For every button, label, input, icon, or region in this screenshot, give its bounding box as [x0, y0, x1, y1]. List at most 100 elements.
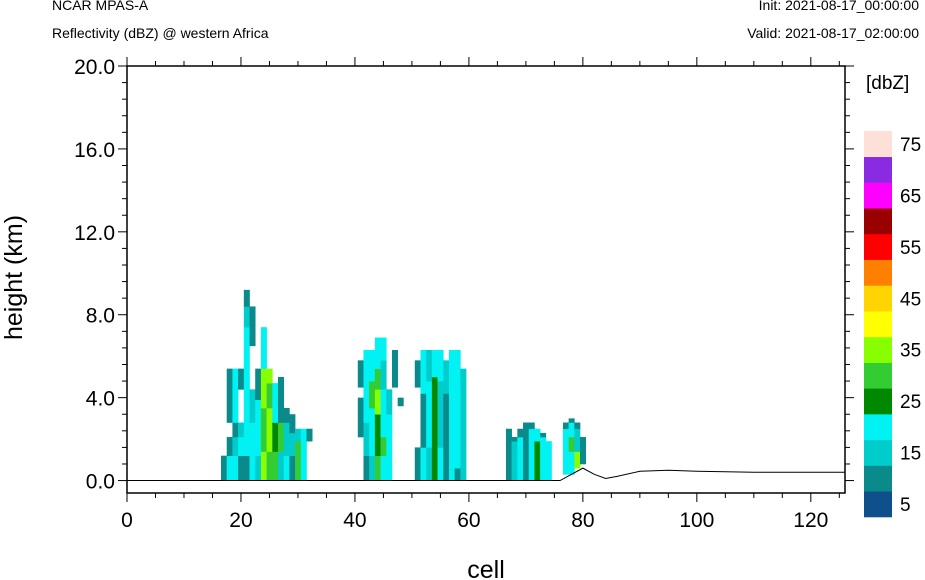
reflectivity-cell-78-2	[568, 422, 575, 438]
reflectivity-cell-45-2	[380, 389, 387, 438]
reflectivity-cell-20-0	[238, 455, 245, 481]
reflectivity-cell-58-0	[454, 468, 461, 481]
reflectivity-cell-70-0	[523, 428, 530, 481]
reflectivity-cell-43-1	[369, 408, 376, 456]
x-tick-label: 0	[121, 509, 133, 532]
reflectivity-cell-19-1	[232, 437, 239, 456]
reflectivity-cell-71-2	[528, 422, 535, 430]
colorbar-bin	[864, 311, 892, 338]
colorbar-label: 75	[900, 135, 921, 156]
y-axis: 0.0 4.0 8.0 12.0 16.0 20.0	[74, 56, 854, 494]
reflectivity-cell-73-1	[540, 432, 547, 438]
reflectivity-cell-22-2	[249, 389, 256, 423]
reflectivity-cell-72-1	[534, 428, 541, 442]
reflectivity-cell-21-1	[243, 422, 250, 456]
reflectivity-cell-19-3	[232, 368, 239, 423]
colorbar-label: 15	[900, 444, 921, 465]
reflectivity-cell-44-1	[374, 414, 381, 456]
reflectivity-cell-44-2	[374, 389, 381, 415]
reflectivity-cell-23-1	[255, 399, 262, 456]
colorbar-units: [dbZ]	[866, 73, 909, 94]
colorbar-bin	[864, 439, 892, 466]
reflectivity-cell-44-3	[374, 368, 381, 390]
reflectivity-cell-17-0	[221, 455, 228, 481]
reflectivity-cell-30-1	[295, 428, 302, 442]
reflectivity-cell-45-3	[380, 360, 387, 390]
reflectivity-cell-48-0	[397, 397, 404, 407]
reflectivity-cell-74-0	[545, 441, 552, 481]
reflectivity-cell-45-1	[380, 437, 387, 456]
reflectivity-cell-29-2	[289, 414, 296, 434]
colorbar-bin	[864, 233, 892, 260]
y-tick-label: 20.0	[74, 56, 115, 79]
terrain-profile	[127, 467, 845, 482]
colorbar-label: 45	[900, 289, 921, 310]
reflectivity-cell-27-1	[278, 422, 285, 452]
reflectivity-cell-79-0	[574, 451, 581, 469]
reflectivity-cell-53-0	[426, 447, 433, 481]
reflectivity-cell-45-4	[380, 337, 387, 361]
colorbar: 5 15 25 35 45 55 65 75	[864, 131, 921, 518]
colorbar-label: 65	[900, 186, 921, 207]
reflectivity-cell-25-2	[266, 383, 273, 409]
colorbar-bin	[864, 259, 892, 286]
reflectivity-cell-21-2	[243, 389, 250, 423]
reflectivity-cell-59-1	[460, 368, 467, 444]
reflectivity-cell-18-2	[226, 368, 233, 423]
reflectivity-cell-44-4	[374, 337, 381, 369]
reflectivity-cell-42-2	[363, 381, 370, 423]
reflectivity-cell-26-1	[272, 422, 279, 452]
reflectivity-cell-51-1	[414, 360, 421, 388]
reflectivity-cell-25-0	[266, 451, 273, 481]
reflectivity-cell-71-0	[528, 447, 535, 481]
colorbar-label: 55	[900, 238, 921, 259]
colorbar-bin	[864, 388, 892, 415]
reflectivity-cell-45-0	[380, 455, 387, 481]
plot-frame	[126, 65, 846, 494]
reflectivity-cell-41-0	[357, 397, 364, 438]
x-axis: 0 20 40 60 80 100 120	[121, 57, 840, 532]
reflectivity-cell-46-2	[386, 389, 393, 415]
reflectivity-cell-20-2	[238, 422, 245, 438]
reflectivity-cell-31-0	[300, 441, 307, 481]
reflectivity-cell-26-0	[272, 451, 279, 481]
reflectivity-cell-54-1	[431, 349, 438, 378]
x-tick-label: 100	[679, 509, 714, 532]
y-tick-label: 4.0	[86, 388, 115, 411]
reflectivity-cell-29-1	[289, 432, 296, 456]
reflectivity-cell-46-1	[386, 414, 393, 456]
reflectivity-cell-21-0	[243, 455, 250, 481]
reflectivity-cell-56-0	[443, 393, 450, 481]
reflectivity-cell-22-3	[249, 306, 256, 347]
reflectivity-cell-55-1	[437, 381, 444, 448]
reflectivity-cell-54-0	[431, 376, 438, 481]
reflectivity-cell-52-2	[420, 349, 427, 394]
reflectivity-cell-20-1	[238, 437, 245, 456]
reflectivity-cell-19-2	[232, 422, 239, 438]
reflectivity-cell-24-0	[260, 451, 267, 481]
colorbar-bin	[864, 362, 892, 389]
colorbar-bin	[864, 156, 892, 183]
reflectivity-cell-21-4	[243, 306, 250, 328]
reflectivity-cell-27-0	[278, 451, 285, 481]
reflectivity-cell-52-1	[420, 393, 427, 448]
reflectivity-cell-28-2	[283, 408, 290, 423]
reflectivity-cell-21-3	[243, 327, 250, 390]
reflectivity-cell-46-0	[386, 455, 393, 481]
reflectivity-cell-72-0	[534, 441, 541, 481]
reflectivity-cell-69-0	[517, 437, 524, 481]
reflectivity-cell-32-0	[306, 428, 313, 442]
colorbar-bin	[864, 131, 892, 158]
reflectivity-cell-53-1	[426, 381, 433, 448]
reflectivity-cell-44-0	[374, 455, 381, 481]
reflectivity-cell-56-1	[443, 360, 450, 394]
reflectivity-cell-21-5	[243, 289, 250, 307]
reflectivity-cell-42-3	[363, 349, 370, 382]
reflectivity-cell-25-3	[266, 368, 273, 384]
model-title: NCAR MPAS-A	[52, 0, 149, 13]
init-time: Init: 2021-08-17_00:00:00	[758, 0, 919, 13]
reflectivity-cell-78-0	[568, 451, 575, 475]
x-tick-label: 120	[793, 509, 828, 532]
reflectivity-cell-47-0	[391, 349, 398, 388]
